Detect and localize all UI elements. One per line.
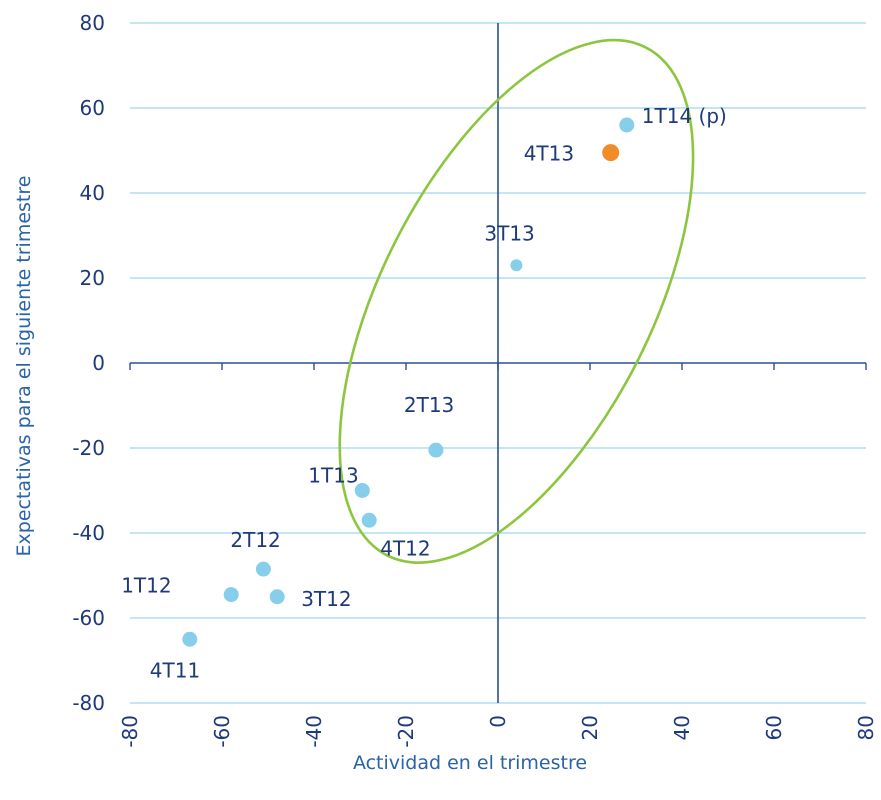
- data-point-3t12: [269, 589, 285, 605]
- x-tick-labels: -80 -60 -40 -20 0 20 40 60 80: [118, 715, 878, 748]
- point-label: 4T13: [524, 142, 574, 166]
- y-axis-title: Expectativas para el siguiente trimestre: [13, 176, 35, 557]
- y-tick-label: 60: [80, 96, 105, 120]
- y-tick-labels: 80 60 40 20 0 -20 -40 -60 -80: [72, 11, 105, 715]
- point-label: 2T13: [404, 393, 454, 417]
- y-tick-label: -20: [72, 436, 105, 460]
- x-tick-label: -20: [394, 715, 418, 748]
- data-point-4t12: [361, 512, 377, 528]
- y-tick-label: -80: [72, 691, 105, 715]
- point-labels: 4T11 1T12 2T12 3T12 4T12 1T13 2T13 3T13 4T13 1T14…: [121, 104, 727, 682]
- point-label: 3T13: [484, 221, 534, 245]
- point-label: 2T12: [230, 528, 280, 552]
- point-label: 4T12: [380, 536, 430, 560]
- point-label: 1T13: [308, 464, 358, 488]
- x-tick-label: -80: [118, 715, 142, 748]
- highlight-ellipse: [338, 38, 695, 564]
- x-tick-label: -40: [302, 715, 326, 748]
- x-tick-label: 60: [762, 715, 786, 740]
- x-axis-title: Actividad en el trimestre: [353, 752, 587, 774]
- x-tick-label: -60: [210, 715, 234, 748]
- point-label: 3T12: [301, 587, 351, 611]
- point-label: 1T14 (p): [642, 104, 727, 128]
- axes: [129, 23, 867, 703]
- x-tick-label: 40: [670, 715, 694, 740]
- x-tick-label: 20: [578, 715, 602, 740]
- data-point-3t13: [510, 259, 523, 272]
- data-points: [182, 117, 635, 647]
- y-tick-label: 80: [80, 11, 105, 35]
- y-tick-label: 0: [92, 351, 105, 375]
- x-tick-label: 80: [854, 715, 878, 740]
- y-tick-label: 40: [80, 181, 105, 205]
- data-point-4t11: [182, 631, 198, 647]
- data-point-4t13: [602, 144, 620, 162]
- point-label: 1T12: [121, 574, 171, 598]
- data-point-2t12: [255, 561, 271, 577]
- data-point-1t13: [354, 483, 370, 498]
- data-point-1t14-p: [619, 117, 635, 133]
- y-tick-label: -60: [72, 606, 105, 630]
- point-label: 4T11: [150, 658, 200, 682]
- data-point-2t13: [428, 442, 444, 458]
- x-tick-label: 0: [486, 715, 510, 728]
- y-tick-label: 20: [80, 266, 105, 290]
- data-point-1t12: [223, 587, 239, 603]
- y-tick-label: -40: [72, 521, 105, 545]
